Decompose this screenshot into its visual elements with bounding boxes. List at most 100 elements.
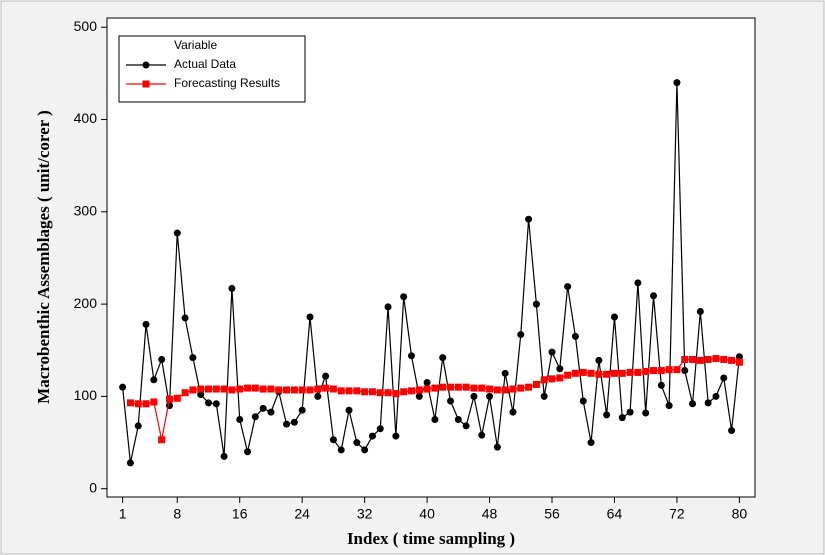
x-tick-label: 48 (482, 506, 498, 522)
marker (361, 446, 369, 454)
marker (626, 368, 634, 376)
marker (204, 399, 212, 407)
marker (251, 384, 259, 392)
marker (712, 355, 720, 363)
marker (673, 366, 681, 374)
marker (728, 427, 736, 435)
marker (634, 279, 642, 287)
marker (454, 415, 462, 423)
x-tick-label: 64 (607, 506, 623, 522)
marker (165, 402, 173, 410)
marker (618, 414, 626, 422)
marker (556, 365, 564, 373)
marker (618, 369, 626, 377)
marker (579, 368, 587, 376)
marker (400, 293, 408, 301)
x-tick-label: 8 (173, 506, 181, 522)
marker (322, 384, 330, 392)
marker (439, 354, 447, 362)
marker (517, 384, 525, 392)
y-axis-title: Macrobenthic Assemblages ( unit/corer ) (34, 110, 53, 404)
marker (283, 420, 291, 428)
marker (525, 383, 533, 391)
marker (454, 383, 462, 391)
marker (501, 386, 509, 394)
marker (259, 385, 267, 393)
marker (220, 385, 228, 393)
marker (735, 358, 743, 366)
marker (470, 392, 478, 400)
marker (720, 374, 728, 382)
y-tick-label: 200 (74, 295, 98, 311)
marker (392, 432, 400, 440)
marker (587, 369, 595, 377)
marker (681, 367, 689, 375)
marker (665, 366, 673, 374)
marker (142, 320, 150, 328)
marker (212, 400, 220, 408)
marker (158, 355, 166, 363)
marker (259, 404, 267, 412)
marker (337, 387, 345, 395)
marker (704, 399, 712, 407)
marker (595, 356, 603, 364)
marker (439, 383, 447, 391)
marker (564, 371, 572, 379)
legend-marker (142, 80, 150, 88)
marker (345, 387, 353, 395)
marker (298, 406, 306, 414)
marker (197, 391, 205, 399)
marker (626, 408, 634, 416)
marker (431, 384, 439, 392)
legend: Variable Actual Data Forecasting Results (118, 35, 306, 103)
marker (353, 387, 361, 395)
marker (431, 415, 439, 423)
marker (509, 408, 517, 416)
marker (493, 386, 501, 394)
marker (306, 313, 314, 321)
marker (298, 386, 306, 394)
marker (345, 406, 353, 414)
marker (407, 387, 415, 395)
marker (283, 386, 291, 394)
marker (415, 392, 423, 400)
marker (181, 389, 189, 397)
y-tick-label: 400 (74, 110, 98, 126)
marker (689, 355, 697, 363)
marker (212, 385, 220, 393)
marker (400, 388, 408, 396)
legend-label: Actual Data (174, 57, 236, 71)
marker (314, 392, 322, 400)
marker (673, 79, 681, 87)
marker (657, 381, 665, 389)
marker (571, 332, 579, 340)
marker (423, 379, 431, 387)
marker (478, 431, 486, 439)
marker (173, 394, 181, 402)
x-tick-label: 24 (294, 506, 310, 522)
marker (306, 386, 314, 394)
marker (290, 418, 298, 426)
marker (447, 383, 455, 391)
marker (228, 284, 236, 292)
marker (150, 376, 158, 384)
x-tick-label: 80 (732, 506, 748, 522)
marker (204, 385, 212, 393)
marker (236, 415, 244, 423)
marker (603, 411, 611, 419)
x-tick-label: 56 (544, 506, 560, 522)
marker (696, 307, 704, 315)
marker (376, 389, 384, 397)
marker (689, 400, 697, 408)
marker (322, 372, 330, 380)
marker (228, 386, 236, 394)
marker (462, 422, 470, 430)
y-tick-label: 100 (74, 387, 98, 403)
marker (150, 398, 158, 406)
marker (267, 385, 275, 393)
marker (126, 399, 134, 407)
marker (532, 300, 540, 308)
marker (556, 374, 564, 382)
marker (603, 370, 611, 378)
marker (236, 385, 244, 393)
